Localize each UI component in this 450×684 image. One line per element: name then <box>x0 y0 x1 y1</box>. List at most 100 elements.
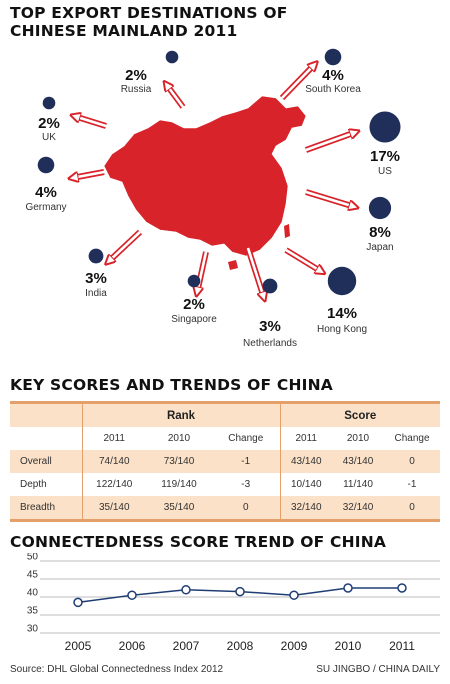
arrow-core <box>305 132 356 152</box>
col-header: Change <box>228 433 264 444</box>
dest-pct-label: 2% <box>183 296 205 313</box>
dest-pct-label: 3% <box>85 270 107 287</box>
x-tick-label: 2008 <box>227 639 254 653</box>
dest-pct-label: 4% <box>35 184 57 201</box>
dest-name-label: UK <box>42 132 56 143</box>
dot-hong-kong <box>327 266 357 296</box>
arrow-core <box>197 251 208 293</box>
map-title-line1: TOP EXPORT DESTINATIONS OF <box>10 4 288 22</box>
col-header: 2010 <box>167 433 191 444</box>
arrow-core <box>166 84 185 108</box>
col-header: 2011 <box>279 427 332 450</box>
arrow-core <box>74 116 107 128</box>
arrow-core <box>305 190 355 207</box>
credit-note: SU JINGBO / CHINA DAILY <box>316 664 440 675</box>
dest-name-label: US <box>378 166 392 177</box>
dest-name-label: South Korea <box>305 84 361 95</box>
table-header-row: 2011 2010 Change 2011 2010 Change <box>10 427 440 450</box>
col-header: 2011 <box>81 427 146 450</box>
group-rank: Rank <box>81 401 280 427</box>
dest-name-label: Germany <box>25 202 66 213</box>
dot-netherlands <box>262 278 278 294</box>
dest-pct-label: 4% <box>322 67 344 84</box>
taiwan-island <box>284 224 290 238</box>
x-tick-label: 2006 <box>119 639 146 653</box>
arrow-core <box>108 231 141 262</box>
group-score: Score <box>279 401 440 427</box>
table-cell: 32/140 <box>332 496 384 522</box>
arrow-core <box>281 64 315 99</box>
table-cell: -1 <box>407 479 417 490</box>
china-map-shape <box>103 95 307 257</box>
map-title-line2: CHINESE MAINLAND 2011 <box>10 22 238 40</box>
dest-pct-label: 8% <box>369 224 391 241</box>
y-tick-label: 35 <box>27 606 39 617</box>
dest-pct-label: 2% <box>38 115 60 132</box>
row-label: Breadth <box>10 496 82 522</box>
dest-name-label: Japan <box>366 242 393 253</box>
table-title: KEY SCORES AND TRENDS OF CHINA <box>10 376 333 394</box>
header-blank <box>10 427 82 450</box>
dest-pct-label: 2% <box>125 67 147 84</box>
source-note: Source: DHL Global Connectedness Index 2… <box>10 664 224 675</box>
table-row: Depth 122/140 119/140 -3 10/140 11/140 -… <box>10 473 440 496</box>
dest-name-label: Russia <box>121 84 152 95</box>
trend-point <box>397 583 407 593</box>
row-label: Overall <box>20 456 52 467</box>
trend-point <box>127 590 137 600</box>
table-group-row: Rank Score <box>10 401 440 427</box>
table-cell: -1 <box>241 456 251 467</box>
dot-germany <box>37 156 55 174</box>
x-tick-label: 2007 <box>173 639 200 653</box>
trend-point <box>73 597 83 608</box>
table-cell: -3 <box>241 479 251 490</box>
table-cell: 35/140 <box>81 496 146 522</box>
table-cell: 0 <box>212 496 280 522</box>
table-cell: 43/140 <box>279 450 332 473</box>
dot-south-korea <box>324 48 342 66</box>
y-tick-label: 40 <box>27 588 39 599</box>
table-cell: 73/140 <box>163 456 195 467</box>
score-table: Rank Score 2011 2010 Change 2011 2010 Ch… <box>10 401 440 522</box>
dot-singapore <box>187 274 201 288</box>
dest-name-label: India <box>85 288 107 299</box>
dot-russia <box>165 50 179 64</box>
table-cell: 35/140 <box>146 496 212 522</box>
table-cell: 43/140 <box>342 456 374 467</box>
table-row: Overall 74/140 73/140 -1 43/140 43/140 0 <box>10 450 440 473</box>
dest-pct-label: 17% <box>370 148 400 165</box>
dot-us <box>369 111 401 143</box>
trend-point <box>235 586 245 597</box>
hainan-island <box>228 260 238 270</box>
col-header: Change <box>394 433 430 444</box>
y-tick-label: 45 <box>27 570 39 581</box>
y-tick-label: 30 <box>27 624 39 635</box>
trend-point <box>289 590 299 600</box>
x-tick-label: 2010 <box>335 639 362 653</box>
dest-name-label: Hong Kong <box>317 324 367 335</box>
y-tick-label: 50 <box>27 553 39 563</box>
table-cell: 0 <box>384 496 440 522</box>
arrow-core <box>285 248 322 272</box>
dest-name-label: Singapore <box>171 314 217 325</box>
trend-point <box>343 583 353 593</box>
x-tick-label: 2011 <box>389 639 415 653</box>
table-cell: 11/140 <box>343 479 373 490</box>
dot-india <box>88 248 104 264</box>
dest-name-label: Netherlands <box>243 338 297 349</box>
table-cell: 0 <box>409 456 415 467</box>
trend-title: CONNECTEDNESS SCORE TREND OF CHINA <box>10 533 387 551</box>
dest-pct-label: 3% <box>259 318 281 335</box>
trend-chart: 50 45 40 35 30 2005 2006 2007 2008 2009 2010 2011 <box>27 553 440 653</box>
x-tick-label: 2005 <box>65 639 92 653</box>
arrow-core <box>246 247 264 298</box>
dot-japan <box>368 196 392 220</box>
dest-pct-label: 14% <box>327 305 357 322</box>
trend-point <box>181 585 191 595</box>
table-cell: 119/140 <box>161 479 197 490</box>
table-cell: 122/140 <box>81 473 146 496</box>
x-tick-label: 2009 <box>281 639 308 653</box>
table-cell: 32/140 <box>279 496 332 522</box>
row-label: Depth <box>20 479 47 490</box>
